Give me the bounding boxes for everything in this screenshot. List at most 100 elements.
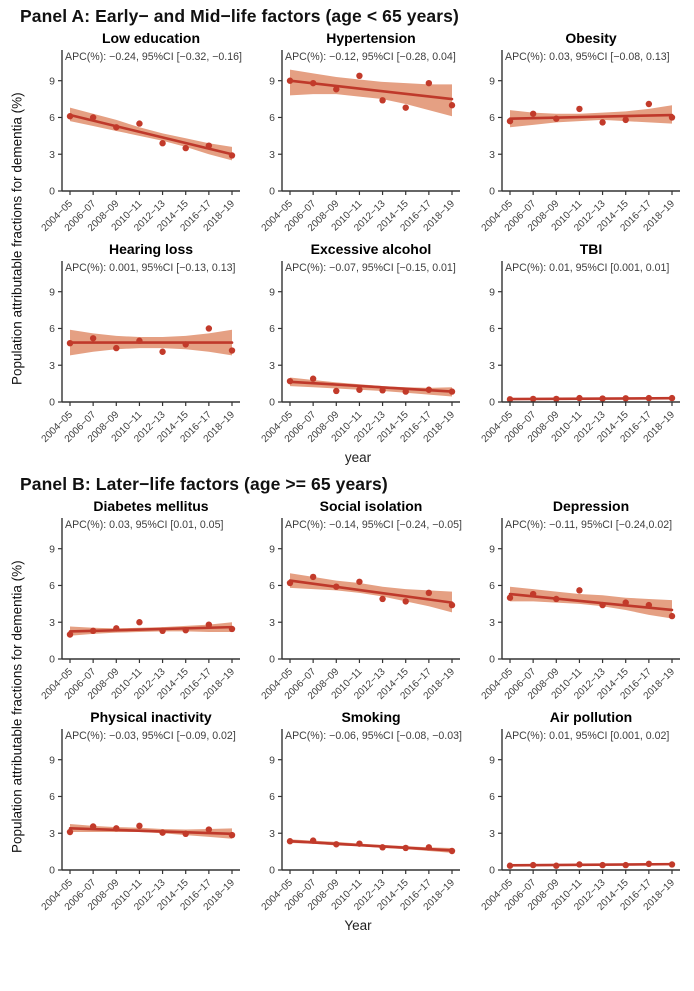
data-point [402,598,409,605]
data-point [553,862,560,869]
data-point [622,861,629,869]
data-point [645,100,653,108]
y-tick-label: 9 [489,543,495,555]
subplot-air-pollution: Air pollution APC(%): 0.01, 95%CI [0.001,… [468,707,688,918]
data-point [668,394,676,402]
subplot-chart: Diabetes mellitus APC(%): 0.03, 95%CI [0.… [40,498,240,702]
subplot-chart: Smoking APC(%): −0.06, 95%CI [−0.08, −0.0… [260,709,462,913]
data-point [286,838,294,845]
data-point [553,395,560,403]
y-tick-label: 9 [49,754,55,766]
data-point [228,152,236,159]
y-tick-label: 6 [489,791,495,803]
data-point [136,619,143,626]
data-point [576,394,583,402]
data-point [622,116,629,124]
data-point [89,335,97,342]
y-tick-label: 6 [49,580,55,592]
data-point [205,142,213,149]
y-tick-label: 9 [49,75,55,87]
subplot-title: Depression [553,498,629,514]
data-point [113,825,120,832]
y-tick-label: 0 [489,186,495,198]
y-tick-label: 0 [49,654,55,666]
y-tick-label: 9 [49,543,55,555]
data-point [506,396,514,403]
data-point [529,590,537,598]
panel-a: Panel A: Early− and Mid−life factors (ag… [6,6,688,468]
subplot-chart: Social isolation APC(%): −0.14, 95%CI [−0… [260,498,462,702]
trend-line [288,839,454,852]
apc-annotation: APC(%): 0.001, 95%CI [−0.13, 0.13] [65,262,236,274]
subplot-obesity: Obesity APC(%): 0.03, 95%CI [−0.08, 0.13]… [468,28,688,239]
y-axis-label: Population attributable fractions for de… [9,92,25,386]
y-tick-label: 0 [269,865,275,877]
y-tick-label: 0 [489,397,495,409]
subplot-title: Low education [102,30,200,46]
data-point [599,861,606,869]
y-tick-label: 3 [49,360,55,372]
data-point [89,627,97,635]
data-point [668,114,676,121]
data-point [159,627,166,635]
y-tick-label: 6 [269,112,275,124]
apc-annotation: APC(%): −0.06, 95%CI [−0.08, −0.03] [285,730,462,742]
data-point [66,113,74,120]
subplot-physical-inactivity: Physical inactivity APC(%): −0.03, 95%CI … [28,707,248,918]
subplot-chart: Hypertension APC(%): −0.12, 95%CI [−0.28,… [260,30,460,234]
y-tick-label: 3 [489,360,495,372]
trend-line [288,579,454,604]
y-tick-label: 9 [269,754,275,766]
subplot-title: Diabetes mellitus [93,498,208,514]
data-point [333,841,340,848]
y-axis-label: Population attributable fractions for de… [9,560,25,854]
panel-a-title: Panel A: Early− and Mid−life factors (ag… [20,6,459,26]
data-point [333,387,340,395]
y-tick-label: 3 [269,149,275,161]
y-tick-label: 9 [49,286,55,298]
y-tick-label: 9 [489,75,495,87]
data-point [506,594,514,601]
data-point [159,140,166,147]
confidence-band [290,69,452,117]
y-tick-label: 0 [269,397,275,409]
data-point [113,344,120,352]
data-point [599,601,606,609]
figure: Panel A: Early− and Mid−life factors (ag… [6,6,688,933]
data-point [309,573,317,581]
data-point [379,387,386,394]
data-point [182,144,189,152]
data-point [529,395,537,403]
subplot-chart: Air pollution APC(%): 0.01, 95%CI [0.001,… [480,709,680,913]
trend-line [288,79,454,101]
trend-line [508,862,674,867]
data-point [205,325,213,332]
subplot-chart: Obesity APC(%): 0.03, 95%CI [−0.08, 0.13]… [480,30,680,234]
y-tick-label: 9 [269,286,275,298]
trend-line [288,380,454,393]
subplot-chart: Hearing loss APC(%): 0.001, 95%CI [−0.13,… [40,241,240,445]
data-point [379,97,386,104]
data-point [506,117,514,125]
y-tick-label: 3 [49,828,55,840]
data-point [506,862,514,869]
subplot-title: Excessive alcohol [311,241,432,257]
data-point [402,388,409,395]
data-point [448,847,456,855]
subplot-title: Physical inactivity [90,709,212,725]
y-tick-label: 9 [489,754,495,766]
data-point [402,104,409,111]
data-point [136,337,143,344]
data-point [286,377,294,385]
panel-b-subplot-grid: Diabetes mellitus APC(%): 0.03, 95%CI [0.… [28,496,688,918]
data-point [645,601,653,609]
subplot-hypertension: Hypertension APC(%): −0.12, 95%CI [−0.28,… [248,28,468,239]
data-point [136,822,143,830]
y-tick-label: 9 [269,75,275,87]
data-point [402,844,409,852]
subplot-chart: Excessive alcohol APC(%): −0.07, 95%CI [−… [260,241,460,445]
y-tick-label: 0 [489,865,495,877]
y-tick-label: 6 [269,323,275,335]
panel-b-x-axis-label: Year [344,918,372,933]
subplot-chart: Depression APC(%): −0.11, 95%CI [−0.24,0.… [480,498,680,702]
